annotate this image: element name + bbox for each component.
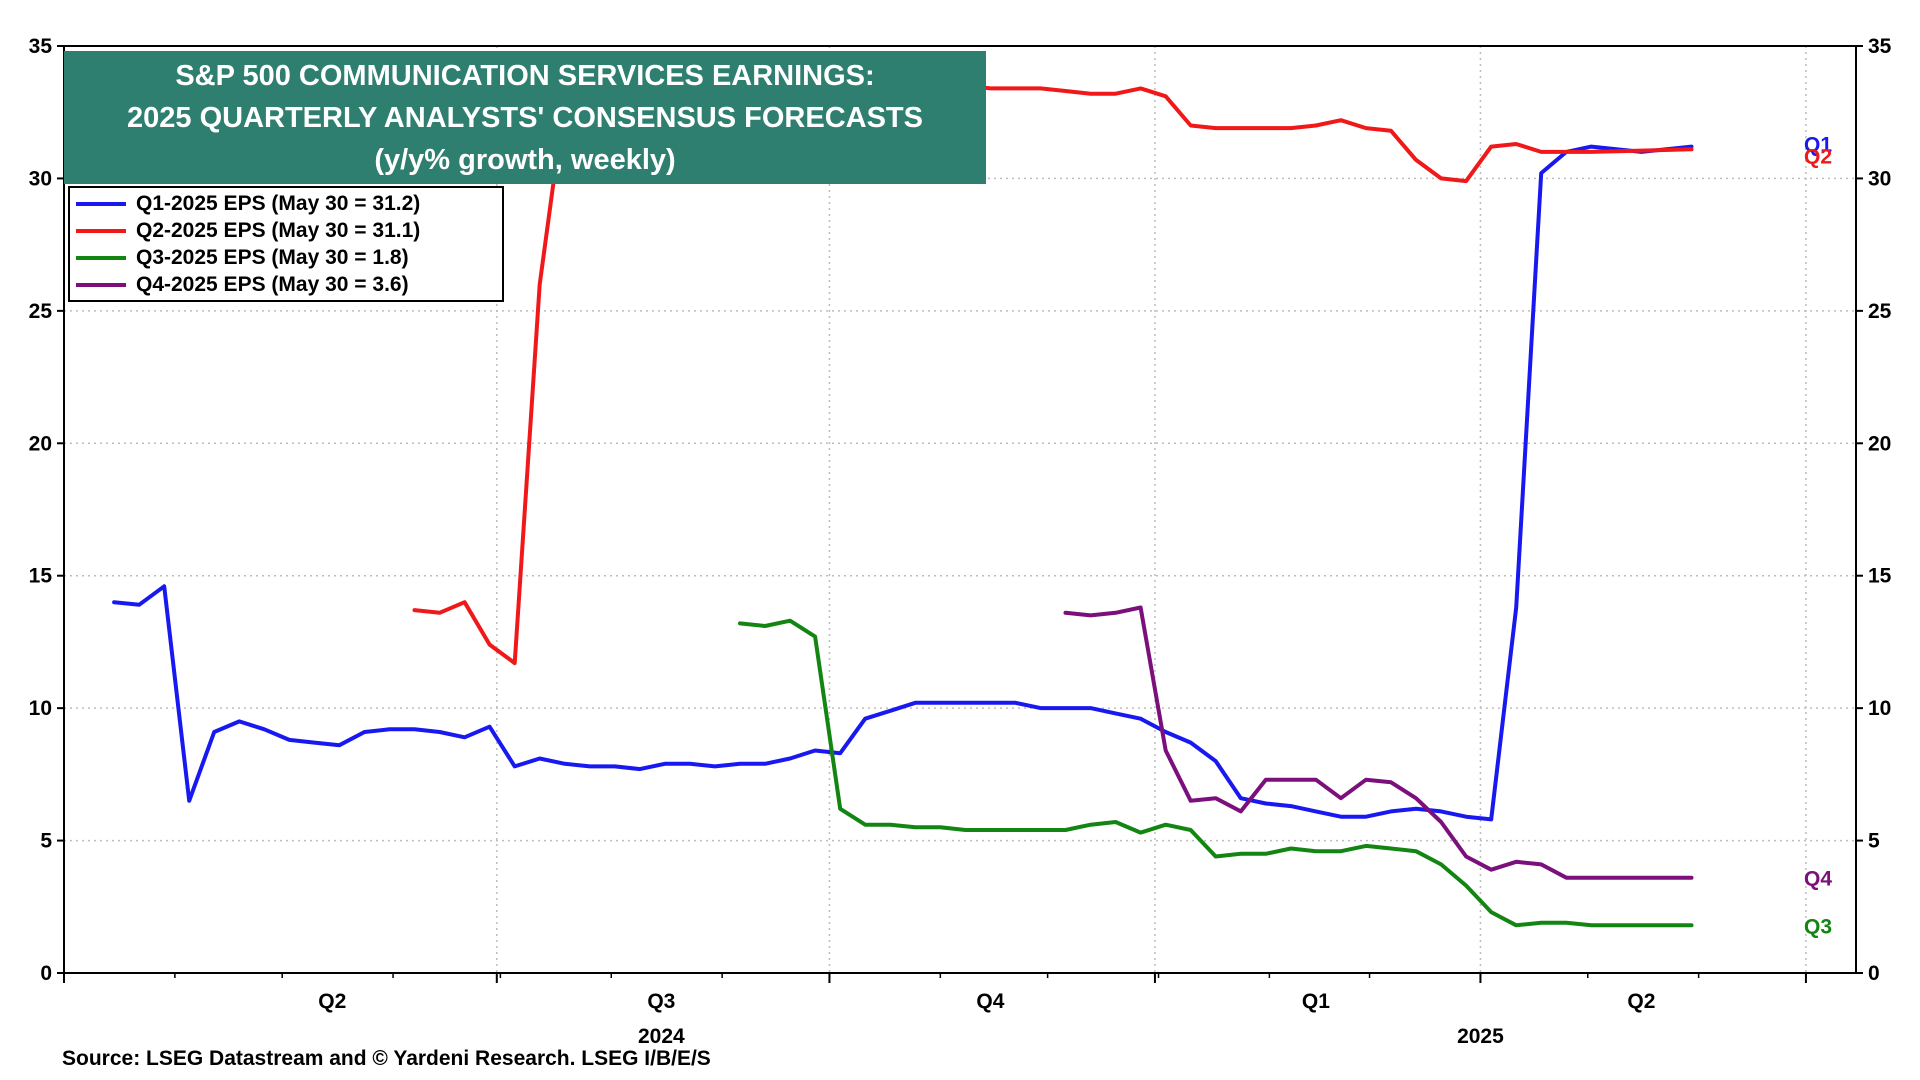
y-tick-label-right: 15 [1868, 565, 1892, 588]
source-note: Source: LSEG Datastream and © Yardeni Re… [62, 1047, 711, 1070]
legend-item-q4: Q4-2025 EPS (May 30 = 3.6) [76, 271, 496, 298]
y-tick-label-right: 5 [1868, 830, 1880, 853]
legend-label-q2: Q2-2025 EPS (May 30 = 31.1) [136, 218, 421, 242]
x-quarter-label: Q1 [1302, 990, 1330, 1013]
chart-title-line-1: S&P 500 COMMUNICATION SERVICES EARNINGS: [175, 60, 875, 92]
chart-title-box: S&P 500 COMMUNICATION SERVICES EARNINGS:… [64, 51, 986, 184]
x-quarter-label: Q2 [1627, 990, 1655, 1013]
axes [57, 45, 1863, 983]
y-tick-label-left: 10 [29, 697, 52, 720]
series-end-label-q1: Q1 [1804, 134, 1832, 157]
series-end-label-q3: Q3 [1804, 915, 1832, 938]
y-tick-label-left: 0 [40, 962, 52, 985]
plot-frame [63, 45, 1857, 974]
chart-title-line-2: 2025 QUARTERLY ANALYSTS' CONSENSUS FOREC… [127, 102, 923, 134]
legend-label-q4: Q4-2025 EPS (May 30 = 3.6) [136, 272, 409, 296]
legend-label-q3: Q3-2025 EPS (May 30 = 1.8) [136, 245, 409, 269]
legend-item-q1: Q1-2025 EPS (May 30 = 31.2) [76, 190, 496, 217]
x-quarter-label: Q3 [647, 990, 675, 1013]
y-tick-label-right: 30 [1868, 167, 1891, 190]
legend-label-q1: Q1-2025 EPS (May 30 = 31.2) [136, 191, 421, 215]
x-year-label: 2025 [1457, 1025, 1504, 1048]
x-quarter-label: Q4 [976, 990, 1004, 1013]
legend-swatch-q2 [76, 228, 126, 233]
y-tick-label-left: 5 [40, 830, 52, 853]
legend-item-q2: Q2-2025 EPS (May 30 = 31.1) [76, 217, 496, 244]
x-quarter-label: Q2 [318, 990, 346, 1013]
series-lines [112, 83, 1694, 928]
series-end-label-q2: Q2 [1804, 145, 1832, 168]
y-tick-label-right: 0 [1868, 962, 1880, 985]
y-tick-label-right: 10 [1868, 697, 1891, 720]
y-tick-label-right: 20 [1868, 432, 1891, 455]
series-line-q1 [112, 144, 1694, 822]
series-line-q4 [1063, 605, 1694, 880]
legend-item-q3: Q3-2025 EPS (May 30 = 1.8) [76, 244, 496, 271]
series-end-label-q4: Q4 [1804, 868, 1832, 891]
x-year-label: 2024 [638, 1025, 685, 1048]
legend-swatch-q4 [76, 282, 126, 287]
y-tick-label-right: 25 [1868, 300, 1892, 323]
series-line-q3 [738, 618, 1694, 928]
y-tick-label-left: 25 [29, 300, 53, 323]
y-tick-label-left: 20 [29, 432, 52, 455]
legend: Q1-2025 EPS (May 30 = 31.2) Q2-2025 EPS … [68, 186, 504, 302]
legend-swatch-q1 [76, 201, 126, 206]
y-tick-label-left: 30 [29, 167, 52, 190]
y-tick-label-right: 35 [1868, 35, 1892, 58]
y-tick-label-left: 35 [29, 35, 53, 58]
chart-subtitle: (y/y% growth, weekly) [374, 144, 676, 176]
y-tick-label-left: 15 [29, 565, 53, 588]
legend-swatch-q3 [76, 255, 126, 260]
